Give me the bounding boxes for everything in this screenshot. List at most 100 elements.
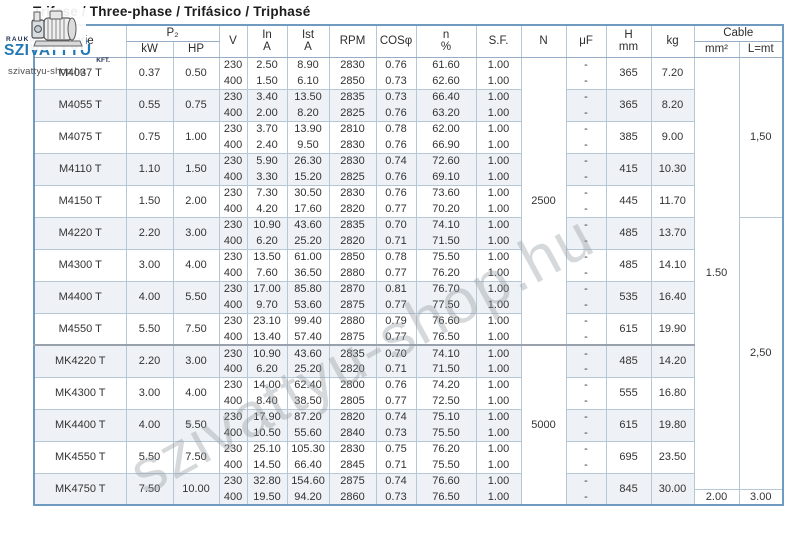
- cell-in: 5.90: [246, 152, 288, 169]
- cell-uf: -: [565, 248, 607, 265]
- cell-ist: 36.50: [286, 265, 330, 281]
- cell-kw: 0.75: [125, 120, 174, 153]
- cell-cos: 0.76: [375, 105, 417, 121]
- cell-cos: 0.76: [375, 184, 417, 201]
- cell-height: 445: [605, 184, 652, 217]
- cell-ist: 43.60: [286, 344, 330, 361]
- col-header-nominal-current: In A: [246, 25, 288, 58]
- cell-in: 10.90: [246, 344, 288, 361]
- cell-n: 77.50: [415, 297, 477, 313]
- cell-in: 2.50: [246, 57, 288, 73]
- cell-height: 485: [605, 216, 652, 249]
- row-m4037-t-230v: M4037 T 0.37 0.50 230 2.50 8.90 2830 0.76 61.60 1…: [33, 57, 784, 489]
- cell-rpm: 2875: [328, 297, 377, 313]
- cell-uf: -: [565, 393, 607, 409]
- cell-hp: 1.00: [172, 120, 220, 153]
- cell-sf: 1.00: [475, 440, 522, 457]
- logo-site-text: szivattyu-shop.hu: [8, 66, 86, 77]
- cell-model: M4220 T: [33, 216, 127, 249]
- col-header-weight: kg: [650, 25, 695, 58]
- cell-height: 365: [605, 57, 652, 89]
- cell-n: 74.10: [415, 216, 477, 233]
- cell-hp: 3.00: [172, 216, 220, 249]
- cell-cos: 0.73: [375, 73, 417, 89]
- cell-cos: 0.77: [375, 201, 417, 217]
- cell-rpm: 2840: [328, 425, 377, 441]
- cell-hp: 4.00: [172, 248, 220, 281]
- cell-uf: -: [565, 376, 607, 393]
- col-header-kw: kW: [125, 41, 174, 58]
- cell-v: 230: [218, 184, 248, 201]
- cell-hp: 5.50: [172, 408, 220, 441]
- row-m4550-t-230v: M4550 T 5.50 7.50 230 23.10 99.40 2880 0.79 76.6…: [33, 312, 783, 345]
- cell-ist: 8.90: [286, 57, 330, 73]
- row-mk4400-t-400v: 400 10.50 55.60 2840 0.73 75.50 1.00 -: [34, 425, 783, 441]
- cell-n: 66.90: [415, 137, 477, 153]
- cell-n: 75.10: [415, 408, 477, 425]
- cell-sf: 1.00: [475, 489, 522, 505]
- cell-n: 63.20: [415, 105, 477, 121]
- cell-ist: 55.60: [286, 425, 330, 441]
- row-mk4300-t-400v: 400 8.40 38.50 2805 0.77 72.50 1.00 -: [34, 393, 783, 409]
- cell-hp: 2.00: [172, 184, 220, 217]
- cell-weight: 11.70: [650, 184, 695, 217]
- col-header-efficiency: n %: [415, 25, 477, 58]
- col-header-cosphi: COSφ: [375, 25, 417, 58]
- cell-weight: 16.80: [650, 376, 695, 409]
- cell-v: 230: [218, 344, 248, 361]
- cell-ist: 26.30: [286, 152, 330, 169]
- col-header-hp: HP: [172, 41, 220, 58]
- cell-uf: -: [565, 105, 607, 121]
- cell-ist: 25.20: [286, 233, 330, 249]
- cell-cos: 0.76: [375, 169, 417, 185]
- cell-v: 230: [218, 280, 248, 297]
- cell-weight: 7.20: [650, 57, 695, 89]
- cell-in: 3.30: [246, 169, 288, 185]
- cell-v: 400: [218, 425, 248, 441]
- cell-height: 555: [605, 376, 652, 409]
- cell-rpm: 2875: [328, 329, 377, 345]
- cell-sf: 1.00: [475, 216, 522, 233]
- row-m4400-t-230v: M4400 T 4.00 5.50 230 17.00 85.80 2870 0.81 76.7…: [33, 280, 783, 313]
- cell-rpm: 2830: [328, 152, 377, 169]
- cell-sf: 1.00: [475, 344, 522, 361]
- cell-cos: 0.74: [375, 152, 417, 169]
- cell-model: MK4400 T: [33, 408, 127, 441]
- cell-uf: -: [565, 73, 607, 89]
- row-m4110-t-230v: M4110 T 1.10 1.50 230 5.90 26.30 2830 0.74 72.60…: [33, 152, 783, 185]
- cell-rpm: 2880: [328, 312, 377, 329]
- cell-model: M4150 T: [33, 184, 127, 217]
- cell-v: 400: [218, 265, 248, 281]
- cell-ist: 43.60: [286, 216, 330, 233]
- cell-uf: -: [565, 472, 607, 489]
- cell-n: 72.50: [415, 393, 477, 409]
- row-m4075-t-230v: M4075 T 0.75 1.00 230 3.70 13.90 2810 0.78 62.00…: [33, 120, 783, 153]
- cell-model: M4037 T: [33, 57, 127, 89]
- row-mk4300-t-230v: MK4300 T 3.00 4.00 230 14.00 62.40 2800 0.76 74.…: [33, 376, 783, 409]
- cell-in: 8.40: [246, 393, 288, 409]
- cell-model: MK4220 T: [33, 344, 127, 377]
- cell-n: 69.10: [415, 169, 477, 185]
- cell-ist: 30.50: [286, 184, 330, 201]
- cell-in: 25.10: [246, 440, 288, 457]
- cell-sf: 1.00: [475, 472, 522, 489]
- cell-v: 230: [218, 216, 248, 233]
- cell-in: 19.50: [246, 489, 288, 505]
- cell-rpm: 2845: [328, 457, 377, 473]
- logo-kft-text: KFT.: [96, 57, 110, 64]
- row-m4075-t-400v: 400 2.40 9.50 2830 0.76 66.90 1.00 -: [34, 137, 783, 153]
- cell-sf: 1.00: [475, 361, 522, 377]
- cell-rpm: 2825: [328, 105, 377, 121]
- cell-cos: 0.81: [375, 280, 417, 297]
- cell-kw: 0.37: [125, 57, 174, 89]
- cell-v: 400: [218, 201, 248, 217]
- cell-weight: 23.50: [650, 440, 695, 473]
- cell-rpm: 2825: [328, 169, 377, 185]
- cell-v: 230: [218, 376, 248, 393]
- col-header-height: H mm: [605, 25, 652, 58]
- cell-hp: 10.00: [172, 472, 220, 505]
- cell-v: 400: [218, 73, 248, 89]
- cell-height: 845: [605, 472, 652, 505]
- cell-cable-length: 3.00: [738, 488, 784, 505]
- cell-weight: 30.00: [650, 472, 695, 505]
